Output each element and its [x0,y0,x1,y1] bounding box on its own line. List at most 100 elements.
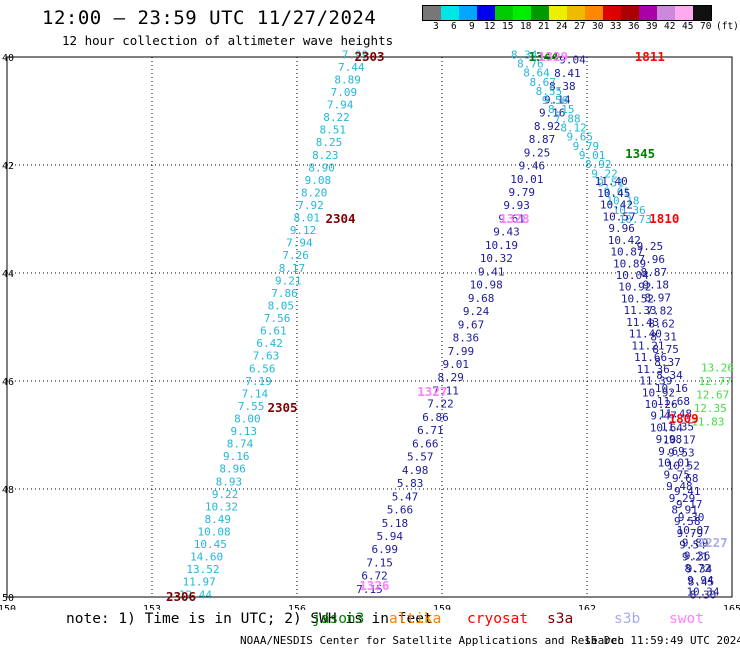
track-e-value: 9.25 [637,240,664,253]
scale-label: 45 [682,21,694,32]
track-b-value: 9.01 [443,358,470,371]
track-e-value: 11.48 [659,408,692,421]
pass-id-label: 1327 [417,384,447,399]
track-a-value: 12.44 [179,588,212,601]
track-b-value: 9.67 [458,318,485,331]
map-frame [6,56,733,598]
track-c-value: 8.15 [548,103,575,116]
track-e-value: 10.16 [655,382,688,395]
track-b-value: 9.14 [544,93,571,106]
track-d-value: 10.01 [658,457,691,470]
track-c-value: 10.18 [606,195,639,208]
track-d-value: 9.47 [650,410,677,423]
track-b-value: 7.22 [427,398,454,411]
track-a-value: 8.90 [308,161,335,174]
track-a-value: 9.12 [290,224,317,237]
scale-swatch [423,6,441,20]
track-a-value: 9.08 [305,174,332,187]
scale-label: 18 [520,21,532,32]
footer-timestamp: 15 Dec 11:59:49 UTC 2024 [584,634,740,647]
track-d-value: 10.04 [616,269,649,282]
track-b-value: 7.99 [448,345,475,358]
track-e-value: 11.35 [661,421,694,434]
track-d-value: 9.58 [674,515,701,528]
track-d-value: 8.91 [671,504,698,517]
scale-label: 6 [451,21,457,32]
track-e-value: 9.68 [672,472,699,485]
scale-label: 3 [433,21,439,32]
track-b-value: 9.61 [498,212,525,225]
track-b-value: 5.57 [407,451,434,464]
track-d-value: 11.40 [595,175,628,188]
track-a-value: 8.96 [219,463,246,476]
track-a-value: 6.42 [256,337,283,350]
track-a-value: 7.63 [253,350,280,363]
track-d-value: 9.94 [687,574,714,587]
track-d-value: 11.39 [639,375,672,388]
track-a-value: 8.00 [234,412,261,425]
track-c-value: 9.01 [579,149,606,162]
track-a-value: 13.52 [186,563,219,576]
lat-tick-label: 48 [2,485,14,496]
track-a-value: 14.60 [190,551,223,564]
track-c-value: 9.56 [542,94,569,107]
track-d-value: 11.21 [631,339,664,352]
track-b-value: 10.32 [480,252,513,265]
track-b-value: 6.66 [412,437,439,450]
track-b-value: 7.15 [356,583,383,596]
lon-tick-label: 165 [723,604,740,610]
track-a-value: 8.74 [227,438,254,451]
scale-swatch [585,6,603,20]
track-e-value: 9.34 [686,563,713,576]
page-title: 12:00 – 23:59 UTC 11/27/2024 [42,7,377,29]
track-b-value: 9.25 [524,146,551,159]
track-d-value: 11.36 [637,363,670,376]
pass-id-label: 2304 [325,211,355,226]
track-a-value: 7.94 [327,99,354,112]
track-a-value: 8.23 [312,149,339,162]
scale-swatch [639,6,657,20]
track-a-value: 10.32 [205,500,238,513]
lon-tick-label: 150 [0,604,16,610]
scale-label: 39 [646,21,658,32]
track-c-value: 10.73 [619,213,652,226]
legend-sat-cryosat: cryosat [467,611,529,627]
scale-swatch [477,6,495,20]
track-a-value: 10.45 [194,538,227,551]
track-e-value: 8.45 [688,575,715,588]
track-d-value: 9.79 [677,527,704,540]
track-c-value: 8.34 [511,48,538,61]
track-a-value: 8.22 [323,111,350,124]
scale-label: 12 [484,21,496,32]
track-a-value: 7.55 [238,400,265,413]
wave-height-map: 150 153 156 159 162 1654042444648507.997.448.… [0,48,740,610]
track-a-value: 9.16 [223,450,250,463]
lon-tick-label: 153 [143,604,161,610]
track-a-value: 7.26 [282,249,309,262]
track-c-value: 9.65 [567,131,594,144]
track-a-value: 8.20 [301,186,328,199]
scale-label: 70 [700,21,712,32]
track-b-value: 5.47 [392,490,419,503]
track-d-value: 10.26 [644,398,677,411]
scale-swatch [441,6,459,20]
scale-swatch [603,6,621,20]
scale-swatch [459,6,477,20]
pass-id-label: 2227 [698,535,728,550]
pass-id-label: 1811 [635,49,665,64]
green-value: 12.77 [699,375,732,388]
legend-sat-altika: altika [389,611,442,627]
lon-tick-label: 159 [433,604,451,610]
track-d-value: 9.21 [682,550,709,563]
track-b-value: 8.38 [549,80,576,93]
track-d-value: 10.45 [597,187,630,200]
track-a-value: 8.05 [268,299,295,312]
track-a-value: 11.97 [183,576,216,589]
green-value: 12.35 [694,402,727,415]
track-d-value: 10.42 [600,199,633,212]
track-d-value: 9.75 [664,468,691,481]
track-b-value: 5.94 [377,530,404,543]
scale-swatch [549,6,567,20]
legend-row: note: 1) Time is in UTC; 2) SWH is in fe… [0,611,740,631]
track-b-value: 9.04 [559,54,586,67]
